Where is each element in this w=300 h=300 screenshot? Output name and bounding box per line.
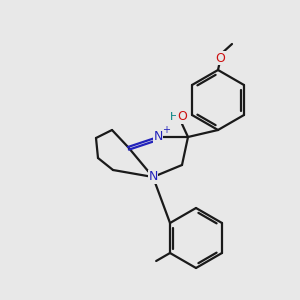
Text: N: N <box>148 170 158 184</box>
Text: O: O <box>177 110 187 124</box>
Text: H: H <box>170 112 178 122</box>
Text: N: N <box>153 130 163 143</box>
Text: +: + <box>162 125 170 135</box>
Text: O: O <box>215 52 225 64</box>
